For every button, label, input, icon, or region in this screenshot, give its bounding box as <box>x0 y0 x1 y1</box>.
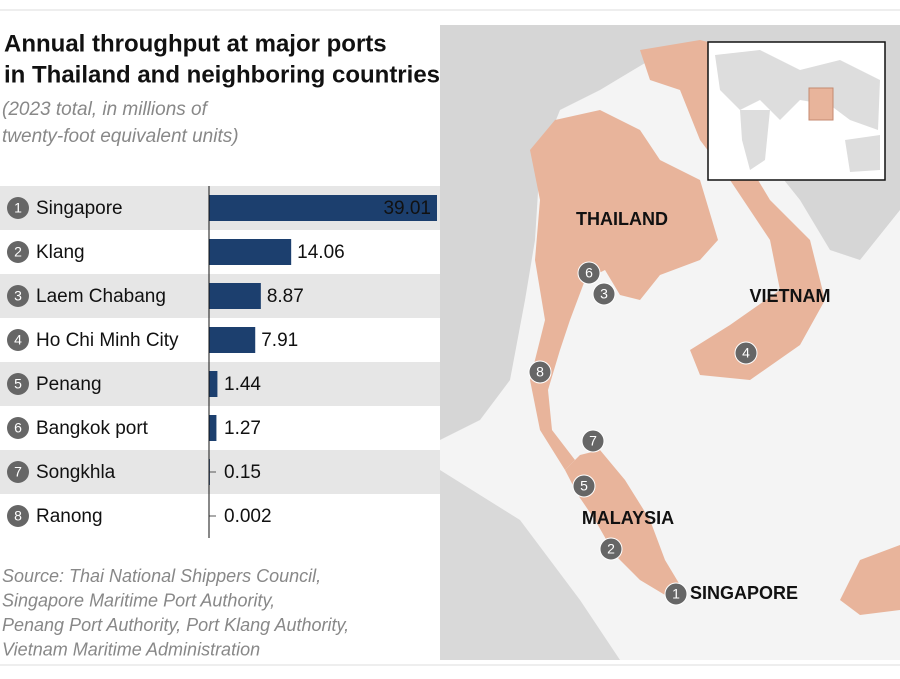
map-marker-rank: 1 <box>672 586 680 602</box>
map-marker-rank: 3 <box>600 286 608 302</box>
map-marker-rank: 8 <box>536 364 544 380</box>
rank: 8 <box>14 508 22 524</box>
category-label: Ranong <box>36 506 103 527</box>
map <box>440 25 900 660</box>
rank: 5 <box>14 376 22 392</box>
value-label: 8.87 <box>267 286 304 307</box>
map-label: MALAYSIA <box>582 508 674 528</box>
inset-highlight <box>809 88 833 120</box>
map-marker-rank: 2 <box>607 541 615 557</box>
source: Source: Thai National Shippers Council, <box>2 566 321 586</box>
map-label: SINGAPORE <box>690 583 798 603</box>
map-marker-rank: 7 <box>589 433 597 449</box>
map-label: VIETNAM <box>750 286 831 306</box>
bar <box>209 239 291 265</box>
category-label: Bangkok port <box>36 418 149 439</box>
rank: 1 <box>14 200 22 216</box>
value-label: 14.06 <box>297 242 345 263</box>
value-label: 1.44 <box>224 374 261 395</box>
value-label: 7.91 <box>261 330 298 351</box>
category-label: Songkhla <box>36 462 116 483</box>
value-label: 0.002 <box>224 506 272 527</box>
rank: 6 <box>14 420 22 436</box>
source: Vietnam Maritime Administration <box>2 639 260 659</box>
value-label: 39.01 <box>383 198 431 219</box>
rank: 2 <box>14 244 22 260</box>
bar <box>209 415 216 441</box>
map-marker-rank: 5 <box>580 478 588 494</box>
value-label: 0.15 <box>224 462 261 483</box>
map-marker-rank: 4 <box>742 345 750 361</box>
category-label: Singapore <box>36 198 123 219</box>
source: Penang Port Authority, Port Klang Author… <box>2 615 349 635</box>
subtitle: (2023 total, in millions of <box>2 99 209 120</box>
category-label: Ho Chi Minh City <box>36 330 179 351</box>
value-label: 1.27 <box>224 418 261 439</box>
rank: 3 <box>14 288 22 304</box>
category-label: Penang <box>36 374 102 395</box>
bar <box>209 371 217 397</box>
bar <box>209 327 255 353</box>
rank: 4 <box>14 332 22 348</box>
category-label: Laem Chabang <box>36 286 166 307</box>
source: Singapore Maritime Port Authority, <box>2 590 275 610</box>
map-label: THAILAND <box>576 209 668 229</box>
rank: 7 <box>14 464 22 480</box>
category-label: Klang <box>36 242 85 263</box>
subtitle: twenty-foot equivalent units) <box>2 126 239 147</box>
bar <box>209 283 261 309</box>
chart-title: Annual throughput at major ports <box>4 30 387 57</box>
chart-title: in Thailand and neighboring countries <box>4 61 440 88</box>
map-marker-rank: 6 <box>585 265 593 281</box>
